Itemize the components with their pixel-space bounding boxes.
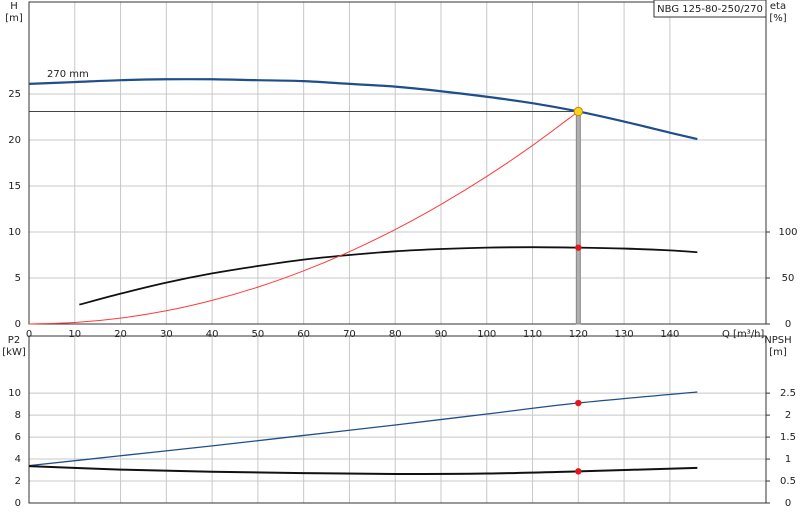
y-tick-label: 8	[15, 410, 21, 421]
y-axis-unit: [kW]	[2, 347, 26, 358]
chart-title: NBG 125-80-250/270	[657, 4, 763, 15]
title-box	[653, 0, 767, 18]
x-tick-label: 20	[114, 329, 127, 340]
y2-axis-unit: [m]	[769, 347, 787, 358]
x-tick-label: 130	[615, 329, 634, 340]
x-tick-label: 60	[297, 329, 310, 340]
curve	[28, 111, 579, 325]
y-tick-label: 0	[15, 319, 21, 330]
curve	[79, 246, 698, 306]
y-tick-label: 5	[15, 273, 21, 284]
marker	[575, 244, 582, 251]
y-axis-label: H	[10, 1, 18, 12]
x-tick-label: 0	[26, 329, 32, 340]
x-tick-label: 140	[660, 329, 679, 340]
y-tick-label: 10	[8, 388, 21, 399]
x-tick-label: 100	[477, 329, 496, 340]
y2-tick-label: 0	[785, 498, 791, 509]
y-tick-label: 10	[8, 227, 21, 238]
x-tick-label: 110	[523, 329, 542, 340]
duty-point	[573, 106, 584, 117]
x-tick-label: 70	[343, 329, 356, 340]
y-axis-label: P2	[8, 335, 20, 346]
y2-tick-label: 2	[785, 410, 791, 421]
y-axis-unit: [m]	[5, 13, 23, 24]
y-tick-label: 6	[15, 432, 21, 443]
x-tick-label: 10	[68, 329, 81, 340]
marker	[575, 468, 582, 475]
duty-line-v	[575, 110, 581, 325]
x-tick-label: 80	[389, 329, 402, 340]
x-axis-label: Q [m³/h]	[722, 329, 764, 340]
plot-frame	[28, 335, 767, 504]
y-tick-label: 15	[8, 181, 21, 192]
y-tick-label: 25	[8, 89, 21, 100]
curve-label: 270 mm	[47, 69, 89, 80]
y2-tick-label: 0	[785, 319, 791, 330]
x-tick-label: 90	[435, 329, 448, 340]
marker	[575, 399, 582, 407]
y2-axis-label: eta	[770, 1, 786, 12]
y2-tick-label: 1.5	[780, 432, 796, 443]
curve	[28, 465, 698, 476]
y-tick-label: 4	[15, 454, 21, 465]
y2-tick-label: 100	[778, 227, 797, 238]
curve	[28, 78, 698, 141]
x-tick-label: 30	[160, 329, 173, 340]
curve	[28, 391, 698, 467]
y2-axis-unit: [%]	[769, 13, 786, 24]
y-tick-label: 0	[15, 498, 21, 509]
y2-tick-label: 0.5	[780, 476, 796, 487]
y2-tick-label: 2.5	[780, 388, 796, 399]
y2-tick-label: 1	[785, 454, 791, 465]
x-tick-label: 120	[569, 329, 588, 340]
y2-tick-label: 50	[782, 273, 795, 284]
x-tick-label: 40	[206, 329, 219, 340]
plot-frame	[28, 1, 767, 325]
y-tick-label: 2	[15, 476, 21, 487]
y2-axis-label: NPSH	[764, 335, 791, 346]
x-tick-label: 50	[252, 329, 265, 340]
y-tick-label: 20	[8, 135, 21, 146]
